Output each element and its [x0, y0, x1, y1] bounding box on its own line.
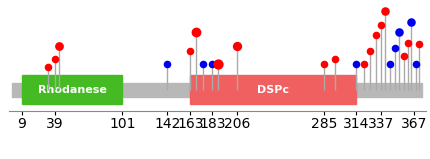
- Point: [164, 63, 171, 65]
- Point: [45, 66, 52, 68]
- Text: Rhodanese: Rhodanese: [38, 85, 107, 95]
- Point: [187, 50, 194, 52]
- Point: [200, 63, 207, 65]
- Point: [214, 63, 221, 65]
- Point: [378, 24, 384, 26]
- Point: [412, 63, 419, 65]
- Point: [234, 45, 241, 47]
- Point: [408, 20, 415, 23]
- Point: [405, 41, 412, 44]
- Bar: [12, 83, 422, 97]
- Point: [392, 47, 399, 49]
- Point: [382, 10, 389, 12]
- Point: [361, 63, 368, 65]
- Point: [386, 63, 393, 65]
- Text: DSPc: DSPc: [257, 85, 289, 95]
- Point: [320, 63, 327, 65]
- Point: [366, 50, 373, 52]
- Point: [332, 57, 338, 60]
- Bar: [190, 76, 356, 104]
- Point: [192, 31, 199, 34]
- Point: [55, 45, 62, 47]
- Bar: [22, 76, 123, 104]
- Point: [51, 57, 58, 60]
- Point: [400, 55, 407, 58]
- Point: [209, 63, 216, 65]
- Point: [396, 31, 403, 34]
- Point: [352, 63, 359, 65]
- Point: [373, 34, 380, 37]
- Point: [416, 43, 423, 45]
